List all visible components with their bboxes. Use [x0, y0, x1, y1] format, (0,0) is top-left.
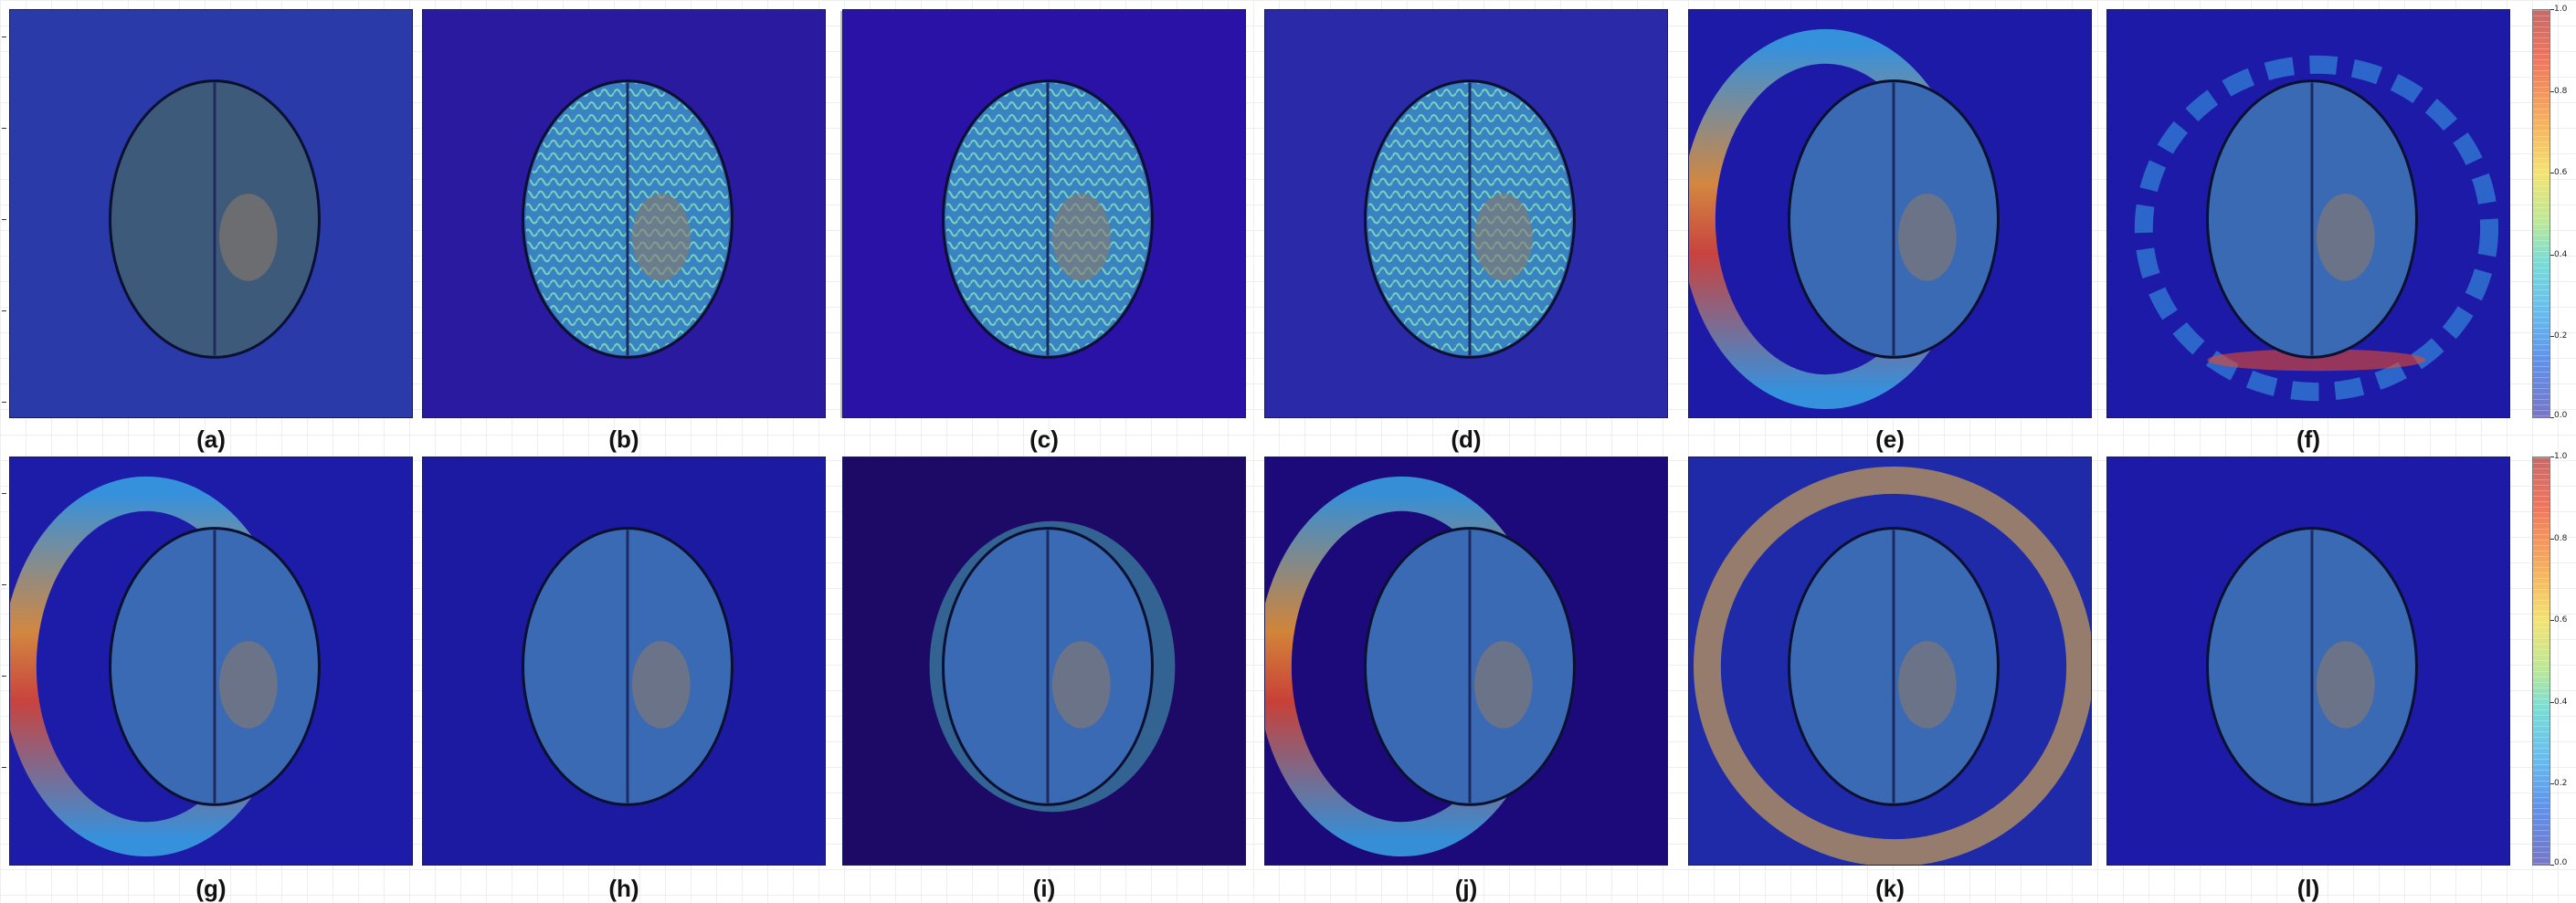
axis-tick-mark: [2, 584, 6, 585]
axis-tick-mark: [2, 219, 6, 220]
colorbar-bottom: [2532, 457, 2550, 866]
colorbar-tick-mark: [2550, 417, 2554, 418]
panel-caption: (j): [1454, 875, 1478, 902]
colorbar-tick-mark: [2550, 254, 2554, 256]
colorbar-tick-label: 0.2: [2554, 331, 2568, 341]
axis-tick-mark: [2, 128, 6, 129]
axis-tick-mark: [2, 402, 6, 403]
panel-caption: (c): [1029, 425, 1059, 453]
colorbar-tick-label: 0.4: [2554, 249, 2568, 259]
axis-tick-mark: [2, 676, 6, 677]
panel-caption: (b): [608, 425, 639, 453]
brain-heatmap-panel: [1688, 457, 2092, 866]
colorbar-tick-mark: [2550, 336, 2554, 338]
brain-heatmap-panel: [1264, 457, 1668, 866]
colorbar-tick-mark: [2550, 90, 2554, 92]
panel-caption: (a): [196, 425, 226, 453]
colorbar-tick-label: 1.0: [2554, 5, 2568, 14]
colorbar-top: [2532, 9, 2550, 418]
panel-caption: (l): [2296, 875, 2320, 902]
colorbar-tick-mark: [2550, 9, 2554, 10]
brain-heatmap-panel: [422, 9, 826, 418]
colorbar-tick-label: 0.6: [2554, 615, 2568, 625]
panel-caption: (d): [1451, 425, 1482, 453]
brain-heatmap-panel: [1264, 9, 1668, 418]
colorbar-tick-label: 0.0: [2554, 858, 2568, 867]
brain-heatmap-panel: [842, 457, 1246, 866]
brain-heatmap-panel: [842, 9, 1246, 418]
panel-caption: (f): [2296, 425, 2320, 453]
brain-heatmap-panel: [1688, 9, 2092, 418]
panel-caption: (g): [195, 875, 227, 902]
brain-heatmap-panel: [9, 9, 413, 418]
panel-caption: (k): [1875, 875, 1905, 902]
panel-caption: (h): [608, 875, 639, 902]
colorbar-tick-label: 0.8: [2554, 86, 2568, 96]
colorbar-tick-label: 0.2: [2554, 779, 2568, 789]
brain-heatmap-panel: [2106, 9, 2510, 418]
axis-tick-mark: [2, 493, 6, 494]
colorbar-tick-label: 1.0: [2554, 452, 2568, 461]
colorbar-tick-label: 0.4: [2554, 697, 2568, 707]
axis-tick-mark: [2, 767, 6, 768]
brain-heatmap-panel: [9, 457, 413, 866]
colorbar-tick-mark: [2550, 701, 2554, 703]
colorbar-tick-label: 0.6: [2554, 168, 2568, 178]
panel-caption: (e): [1875, 425, 1905, 453]
panel-caption: (i): [1032, 875, 1056, 902]
colorbar-tick-label: 0.8: [2554, 533, 2568, 543]
column-separator: [840, 11, 842, 418]
colorbar-tick-mark: [2550, 783, 2554, 785]
colorbar-tick-mark: [2550, 865, 2554, 866]
brain-heatmap-panel: [422, 457, 826, 866]
colorbar-tick-mark: [2550, 538, 2554, 540]
colorbar-tick-label: 0.0: [2554, 411, 2568, 420]
axis-tick-mark: [2, 310, 6, 311]
colorbar-tick-mark: [2550, 620, 2554, 622]
brain-heatmap-panel: [2106, 457, 2510, 866]
